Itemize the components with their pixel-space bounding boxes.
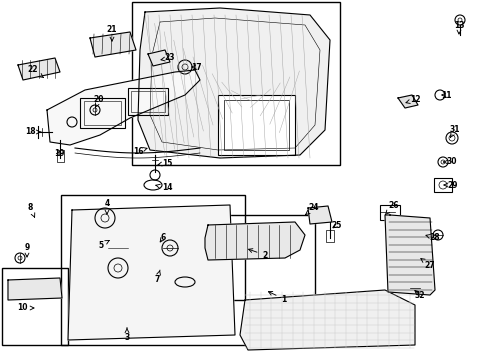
Text: 8: 8 (27, 202, 35, 217)
Bar (57, 150, 64, 162)
Text: 4: 4 (104, 198, 109, 214)
Text: 7: 7 (154, 270, 160, 284)
Polygon shape (240, 290, 414, 350)
Bar (128, 88, 168, 115)
Text: 21: 21 (106, 26, 117, 41)
Polygon shape (384, 215, 434, 295)
Bar (61, 195, 244, 345)
Text: 32: 32 (414, 291, 425, 300)
Text: 15: 15 (158, 158, 172, 167)
Bar (218, 95, 294, 155)
Text: 12: 12 (405, 95, 419, 104)
Polygon shape (138, 8, 329, 158)
Bar (379, 205, 399, 220)
Polygon shape (68, 205, 235, 340)
Bar (84, 101, 121, 125)
Text: 3: 3 (124, 328, 129, 342)
Polygon shape (90, 32, 136, 57)
Text: 23: 23 (161, 54, 175, 63)
Polygon shape (397, 95, 417, 108)
Bar (325, 230, 333, 242)
Text: 6: 6 (160, 234, 165, 243)
Text: 29: 29 (443, 180, 457, 189)
Text: 27: 27 (420, 258, 434, 270)
Text: 28: 28 (425, 234, 439, 243)
Bar (224, 100, 288, 150)
Bar (80, 98, 125, 128)
Bar (433, 178, 451, 192)
Text: 2: 2 (248, 249, 267, 260)
Bar (132, 2, 339, 165)
Bar (200, 215, 314, 300)
Bar (131, 91, 164, 112)
Text: 9: 9 (24, 243, 30, 257)
Text: 13: 13 (453, 21, 463, 34)
Polygon shape (148, 50, 170, 66)
Bar (2, 268, 68, 345)
Text: 10: 10 (17, 303, 34, 312)
Text: 18: 18 (24, 127, 41, 136)
Text: 17: 17 (190, 63, 201, 72)
Text: 1: 1 (268, 292, 286, 303)
Text: 22: 22 (28, 66, 43, 78)
Text: 26: 26 (385, 201, 398, 215)
Text: 11: 11 (440, 90, 450, 99)
Text: 5: 5 (98, 240, 109, 249)
Text: 31: 31 (449, 126, 459, 138)
Text: 14: 14 (156, 184, 172, 193)
Text: 19: 19 (54, 148, 64, 158)
Polygon shape (18, 58, 60, 80)
Text: 24: 24 (305, 203, 319, 215)
Polygon shape (307, 206, 331, 224)
Text: 25: 25 (331, 220, 342, 230)
Polygon shape (8, 278, 62, 300)
Text: 20: 20 (94, 95, 104, 107)
Text: 30: 30 (443, 158, 456, 166)
Text: 16: 16 (132, 147, 147, 156)
Polygon shape (47, 70, 200, 145)
Polygon shape (204, 222, 305, 260)
